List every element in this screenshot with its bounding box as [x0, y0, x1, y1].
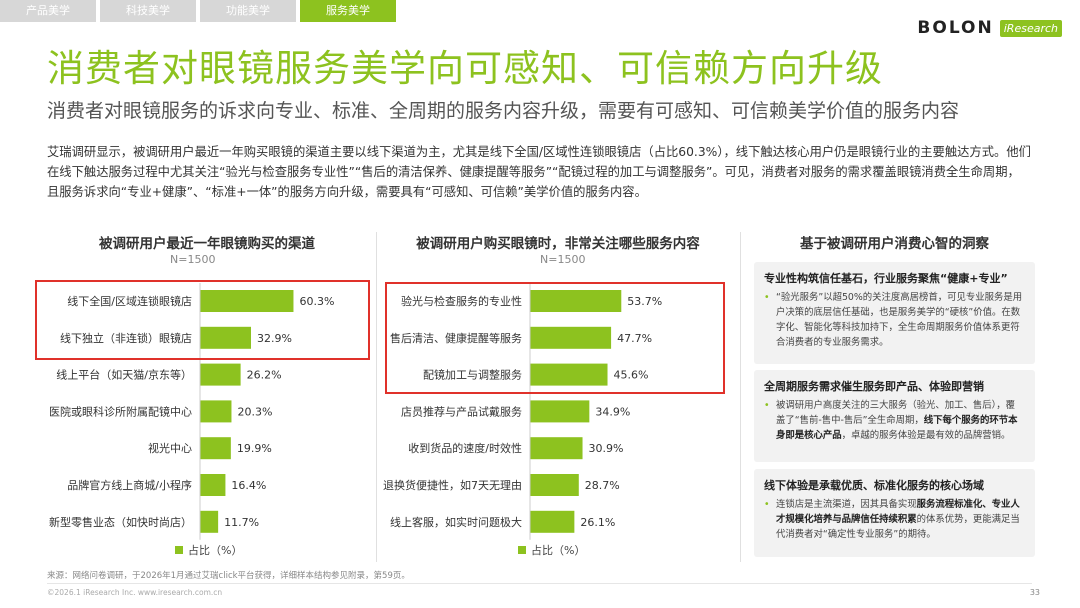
chart2-svg: 验光与检查服务的专业性 53.7% 售后清洁、健康提醒等服务 47.7% 配镜加工与调整… [383, 283, 662, 540]
insight-body: • “验光服务”以超50%的关注度高居榜首，可见专业服务是用户决策的底层信任基础… [764, 290, 1023, 350]
iresearch-logo: iResearch [999, 19, 1062, 37]
insights-title: 基于被调研用户消费心智的洞察 [800, 236, 989, 252]
insight-heading: 线下体验是承载优质、标准化服务的核心场域 [764, 479, 984, 492]
chart2-bar [530, 437, 583, 460]
chart2-value-label: 34.9% [595, 405, 630, 418]
chart1-legend: 占比（%） [175, 542, 242, 558]
tab-product-aesthetics[interactable]: 产品美学 [0, 0, 96, 22]
chart2-value-label: 28.7% [585, 479, 620, 492]
bullet-icon: • [764, 499, 770, 510]
chart1-category-label: 品牌官方线上商城/小程序 [67, 478, 192, 492]
tab-function-aesthetics[interactable]: 功能美学 [200, 0, 296, 22]
page-title: 消费者对眼镜服务美学向可感知、可信赖方向升级 [47, 47, 883, 90]
chart1-category-label: 医院或眼科诊所附属配镜中心 [49, 404, 192, 418]
chart2-category-label: 店员推荐与产品试戴服务 [401, 404, 522, 418]
insight-text-bold: 线下每个服务的环节本身即是核心产品 [776, 415, 1018, 441]
chart2-title: 被调研用户购买眼镜时，非常关注哪些服务内容 [416, 236, 700, 252]
chart2-bar [530, 474, 579, 496]
chart1-bar [200, 400, 232, 423]
chart1-category-label: 线下独立（非连锁）眼镜店 [60, 331, 192, 345]
chart1-value-label: 20.3% [237, 405, 272, 418]
chart1-highlight-box [35, 280, 370, 360]
chart1-value-label: 26.2% [247, 369, 282, 382]
chart2-category-label: 线上客服，如实时问题极大 [390, 515, 522, 529]
bullet-icon: • [764, 400, 770, 411]
chart1-title: 被调研用户最近一年眼镜购买的渠道 [99, 236, 315, 252]
chart1-bar [200, 290, 294, 312]
insight-card-lifecycle: 全周期服务需求催生服务即产品、体验即营销 • 被调研用户高度关注的三大服务（验光… [754, 370, 1035, 462]
insight-body: • 连锁店是主流渠道，因其具备实现服务流程标准化、专业人才规模化培养与品牌信任持… [764, 497, 1023, 542]
bolon-logo: BOLON [917, 18, 994, 38]
chart1-category-label: 视光中心 [148, 441, 192, 455]
chart2-value-label: 26.1% [580, 516, 615, 529]
chart1-value-label: 32.9% [257, 332, 292, 345]
insight-body: • 被调研用户高度关注的三大服务（验光、加工、售后），覆盖了“售前-售中-售后”… [764, 398, 1023, 443]
insight-text: ，卓越的服务体验是最有效的品牌营销。 [841, 430, 1011, 441]
chart1-category-label: 新型零售业态（如快时尚店） [49, 515, 192, 529]
chart2-bar [530, 400, 590, 423]
chart1-category-label: 线上平台（如天猫/京东等） [56, 368, 192, 382]
chart2-value-label: 53.7% [627, 295, 662, 308]
chart2-highlight-box [385, 282, 725, 394]
brand-logos: BOLON iResearch [917, 18, 1062, 38]
chart2-category-label: 收到货品的速度/时效性 [408, 441, 522, 455]
chart2-legend: 占比（%） [518, 542, 585, 558]
legend-swatch [175, 546, 183, 554]
chart2-legend-label: 占比（%） [531, 544, 586, 557]
insight-card-professional: 专业性构筑信任基石，行业服务聚焦“健康+专业” • “验光服务”以超50%的关注… [754, 262, 1035, 364]
copyright: ©2026.1 iResearch Inc. www.iresearch.com… [47, 588, 223, 597]
chart2-bar [530, 510, 575, 533]
chart2-bar [530, 363, 608, 386]
insight-text: 连锁店是主流渠道，因其具备实现 [776, 499, 917, 510]
section-tabs: 产品美学 科技美学 功能美学 服务美学 [0, 0, 400, 22]
insight-text-bold: 服务流程标准化、专业人才规模化培养与品牌信任持续积累 [776, 499, 1020, 525]
chart2-value-label: 45.6% [614, 369, 649, 382]
chart1-sample-size: N=1500 [170, 253, 216, 266]
chart1-value-label: 19.9% [237, 442, 272, 455]
insight-text: 的体系优势，更能满足当代消费者对“确定性专业服务”的期待。 [776, 514, 1020, 540]
chart2-bar [530, 290, 622, 312]
tab-tech-aesthetics[interactable]: 科技美学 [100, 0, 196, 22]
chart2-category-label: 配镜加工与调整服务 [423, 368, 522, 382]
bullet-icon: • [764, 292, 770, 303]
chart1-legend-label: 占比（%） [188, 544, 243, 557]
chart2-bar [530, 326, 612, 349]
page-subtitle: 消费者对眼镜服务的诉求向专业、标准、全周期的服务内容升级，需要有可感知、可信赖美… [47, 100, 960, 122]
insight-text: 被调研用户高度关注的三大服务（验光、加工、售后），覆盖了“售前-售中-售后”全生… [776, 400, 1016, 426]
chart1-value-label: 16.4% [231, 479, 266, 492]
divider [376, 232, 377, 562]
intro-paragraph: 艾瑞调研显示，被调研用户最近一年购买眼镜的渠道主要以线下渠道为主，尤其是线下全国… [47, 145, 1031, 199]
chart1-bar [200, 363, 241, 386]
chart2-value-label: 30.9% [589, 442, 624, 455]
source-note: 来源：网络问卷调研，于2026年1月通过艾瑞click平台获得，详细样本结构参见… [47, 571, 410, 581]
chart1-value-label: 60.3% [299, 295, 334, 308]
footer-divider [47, 583, 1032, 584]
divider [740, 232, 741, 562]
chart2-sample-size: N=1500 [540, 253, 586, 266]
chart1-category-label: 线下全国/区域连锁眼镜店 [67, 294, 192, 308]
page-number: 33 [1029, 588, 1040, 597]
chart2-value-label: 47.7% [617, 332, 652, 345]
chart2-category-label: 验光与检查服务的专业性 [401, 294, 522, 308]
legend-swatch [518, 546, 526, 554]
chart1-value-label: 11.7% [224, 516, 259, 529]
tab-service-aesthetics[interactable]: 服务美学 [300, 0, 396, 22]
chart2-category-label: 退换货便捷性，如7天无理由 [383, 478, 522, 492]
insight-heading: 专业性构筑信任基石，行业服务聚焦“健康+专业” [764, 272, 1008, 285]
chart1-bar [200, 326, 251, 349]
chart2-category-label: 售后清洁、健康提醒等服务 [390, 331, 522, 345]
chart1-bar [200, 437, 231, 460]
insight-heading: 全周期服务需求催生服务即产品、体验即营销 [764, 380, 984, 393]
chart1-bar [200, 510, 219, 533]
insight-card-offline: 线下体验是承载优质、标准化服务的核心场域 • 连锁店是主流渠道，因其具备实现服务… [754, 469, 1035, 557]
chart1-svg: 线下全国/区域连锁眼镜店 60.3% 线下独立（非连锁）眼镜店 32.9% 线上平台（如… [49, 283, 334, 540]
chart1-bar [200, 474, 226, 496]
insight-text: “验光服务”以超50%的关注度高居榜首，可见专业服务是用户决策的底层信任基础，也… [776, 292, 1023, 348]
